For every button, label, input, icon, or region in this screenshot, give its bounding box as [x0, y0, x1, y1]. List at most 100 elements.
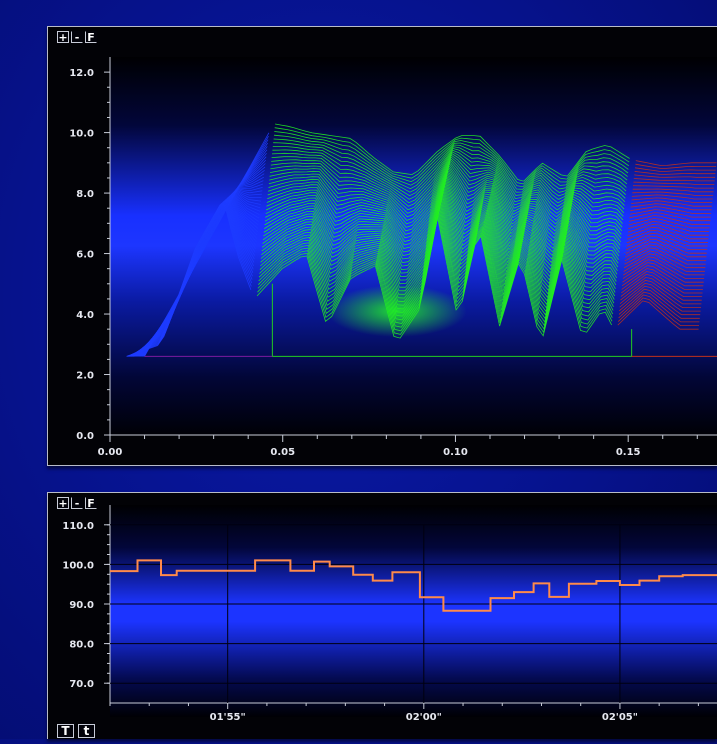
waterfall-trace — [270, 156, 626, 216]
waterfall-trace — [632, 191, 714, 196]
zoom-out-button[interactable]: - — [71, 497, 83, 509]
x-tick-label: 01'55" — [210, 712, 246, 723]
waterfall-trace — [623, 259, 705, 279]
waterfall-trace — [269, 161, 625, 225]
waterfall-trace — [619, 285, 701, 312]
plot-area — [110, 505, 717, 717]
y-tick-label: 6.0 — [76, 250, 94, 261]
waterfall-trace — [273, 134, 629, 190]
waterfall-trace — [628, 218, 710, 229]
y-tick-label: 0.0 — [76, 431, 94, 442]
waterfall-trace — [630, 203, 712, 211]
waterfall-trace — [626, 232, 708, 247]
x-tick-label: 0.10 — [443, 447, 468, 458]
waterfall-trace — [620, 279, 702, 305]
x-tick-label: 02'00" — [406, 712, 442, 723]
waterfall-trace — [272, 146, 628, 200]
selection-window[interactable] — [271, 283, 633, 357]
waterfall-trace — [627, 223, 709, 236]
y-tick-label: 100.0 — [62, 560, 94, 571]
y-tick-label: 70.0 — [69, 679, 94, 690]
waterfall-trace — [631, 197, 713, 204]
waterfall-trace — [627, 226, 709, 240]
waterfall-trace — [623, 256, 705, 276]
waterfall-trace — [621, 271, 703, 294]
x-tick-label: 02'05" — [602, 712, 638, 723]
waterfall-trace — [631, 194, 713, 200]
waterfall-trace — [629, 215, 710, 225]
waterfall-trace — [272, 149, 628, 203]
waterfall-trace — [274, 127, 630, 185]
waterfall-trace — [622, 265, 704, 287]
zoom-in-button[interactable]: + — [57, 31, 69, 44]
waterfall-trace — [635, 160, 717, 166]
y-tick-label: 8.0 — [76, 189, 94, 200]
waterfall-trace — [625, 238, 707, 254]
y-tick-label: 90.0 — [69, 600, 94, 611]
waterfall-trace — [635, 163, 717, 169]
waterfall-trace — [629, 212, 711, 222]
fit-button[interactable]: F — [85, 497, 97, 509]
waterfall-trace — [617, 300, 699, 330]
waterfall-trace — [126, 204, 252, 357]
waterfall-trace — [634, 171, 716, 175]
zoom-in-button[interactable]: + — [57, 497, 69, 510]
waterfall-trace — [634, 167, 716, 172]
waterfall-trace — [273, 142, 628, 196]
waterfall-trace — [622, 262, 704, 283]
waterfall-trace — [275, 123, 630, 182]
waterfall-trace — [633, 181, 715, 185]
y-tick-label: 2.0 — [76, 371, 94, 382]
y-tick-label: 80.0 — [69, 640, 94, 651]
y-tick-label: 4.0 — [76, 310, 94, 321]
waterfall-trace — [632, 188, 714, 193]
y-tick-label: 12.0 — [69, 68, 94, 79]
time-toolbar: T t — [57, 724, 95, 738]
y-tick-label: 10.0 — [69, 129, 94, 140]
x-tick-label: 0.05 — [270, 447, 295, 458]
bottom-toolbar: + - F — [57, 497, 97, 509]
waterfall-trace — [274, 131, 630, 188]
waterfall-trace — [633, 178, 715, 182]
waterfall-trace — [618, 294, 700, 323]
waterfall-trace — [623, 253, 705, 272]
waterfall-chart-panel: + - F 0.0 2.0 4.0 6.0 8.0 10.0 12.0 0.00 0.05 0.1… — [47, 26, 717, 466]
waterfall-trace — [619, 282, 701, 308]
waterfall-trace — [624, 247, 706, 265]
waterfall-trace — [625, 241, 707, 258]
waterfall-trace — [271, 153, 627, 209]
waterfall-trace — [621, 273, 703, 298]
x-tick-label: 0.15 — [616, 447, 641, 458]
waterfall-trace — [631, 200, 712, 207]
waterfall-trace — [618, 291, 700, 319]
waterfall-trace — [269, 159, 625, 222]
waterfall-trace — [619, 288, 701, 316]
waterfall-trace — [632, 185, 714, 189]
top-toolbar: + - F — [57, 31, 97, 43]
waterfall-trace — [634, 174, 716, 178]
x-tick-label: 0.00 — [98, 447, 123, 458]
waterfall-trace — [627, 229, 708, 243]
waterfall-trace — [620, 276, 702, 301]
waterfall-trace — [617, 297, 699, 326]
time-t-button[interactable]: t — [78, 724, 95, 738]
zoom-out-button[interactable]: - — [71, 31, 83, 43]
step-series-line — [110, 559, 717, 612]
waterfall-trace — [624, 250, 706, 269]
waterfall-chart[interactable]: 0.0 2.0 4.0 6.0 8.0 10.0 12.0 0.00 0.05 0.10 0.15 — [48, 27, 717, 467]
waterfall-trace — [625, 244, 707, 261]
y-tick-label: 110.0 — [62, 521, 94, 532]
fit-button[interactable]: F — [85, 31, 97, 43]
time-T-button[interactable]: T — [57, 724, 74, 738]
waterfall-trace — [270, 158, 626, 219]
waterfall-trace — [269, 163, 624, 228]
waterfall-trace — [273, 138, 629, 193]
waterfall-trace — [626, 235, 708, 251]
waterfall-trace — [628, 220, 710, 232]
timeline-chart[interactable]: 70.0 80.0 90.0 100.0 110.0 01'55" 02'00" 02'05" — [48, 493, 717, 740]
waterfall-trace — [271, 154, 626, 212]
waterfall-trace — [629, 209, 711, 218]
waterfall-trace — [271, 151, 627, 206]
waterfall-trace — [256, 217, 612, 339]
timeline-chart-panel: + - F 70.0 80.0 90.0 100.0 110.0 01'55" 02'00"… — [47, 492, 717, 739]
